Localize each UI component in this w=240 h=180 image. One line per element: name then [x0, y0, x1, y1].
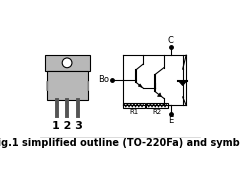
Text: Fig.1 simplified outline (TO-220Fa) and symbol: Fig.1 simplified outline (TO-220Fa) and … [0, 138, 240, 148]
Bar [45, 55, 90, 71]
Polygon shape [138, 84, 142, 87]
Text: 1 2 3: 1 2 3 [52, 121, 83, 131]
Bar [47, 71, 88, 100]
Text: E: E [168, 116, 174, 125]
Text: Bo: Bo [98, 75, 109, 84]
Bar [123, 103, 145, 108]
Circle shape [62, 58, 72, 68]
Text: R2: R2 [152, 109, 162, 116]
Polygon shape [157, 93, 161, 96]
Polygon shape [179, 81, 187, 86]
Bar [146, 103, 168, 108]
Text: C: C [168, 36, 174, 45]
Text: R1: R1 [129, 109, 138, 116]
